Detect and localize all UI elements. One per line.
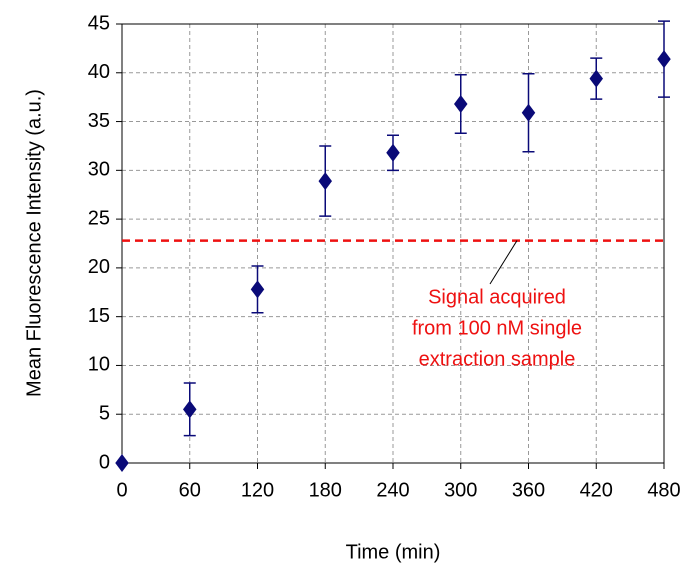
data-point	[318, 172, 332, 191]
x-axis-label: Time (min)	[346, 541, 441, 563]
data-point	[115, 454, 129, 472]
x-tick-label: 0	[116, 479, 127, 501]
y-tick-label: 40	[88, 61, 110, 83]
x-tick-label: 480	[647, 479, 680, 501]
y-tick-label: 45	[88, 12, 110, 34]
x-tick-label: 60	[179, 479, 201, 501]
x-tick-label: 420	[580, 479, 613, 501]
annotation-text: from 100 nM single	[412, 317, 582, 339]
x-tick-label: 240	[376, 479, 409, 501]
y-tick-label: 5	[99, 403, 110, 425]
x-tick-label: 120	[241, 479, 274, 501]
annotation-pointer	[489, 240, 518, 285]
y-tick-label: 35	[88, 110, 110, 132]
data-point	[183, 400, 197, 419]
y-tick-label: 20	[88, 256, 110, 278]
data-point	[589, 69, 603, 88]
y-tick-label: 25	[88, 207, 110, 229]
x-tick-label: 300	[444, 479, 477, 501]
data-point	[386, 143, 400, 162]
y-tick-label: 10	[88, 354, 110, 376]
data-point	[454, 94, 468, 113]
x-tick-label: 180	[309, 479, 342, 501]
annotation-text: extraction sample	[419, 348, 576, 370]
y-axis-label: Mean Fluorescence Intensity (a.u.)	[23, 89, 45, 397]
plot-frame	[121, 23, 665, 464]
annotation-text: Signal acquired	[428, 286, 566, 308]
data-point	[521, 103, 536, 122]
data-point	[250, 280, 265, 299]
data-point	[657, 50, 671, 69]
y-tick-label: 30	[88, 159, 110, 181]
y-tick-label: 0	[99, 451, 110, 473]
y-tick-label: 15	[88, 305, 110, 327]
x-tick-label: 360	[512, 479, 545, 501]
